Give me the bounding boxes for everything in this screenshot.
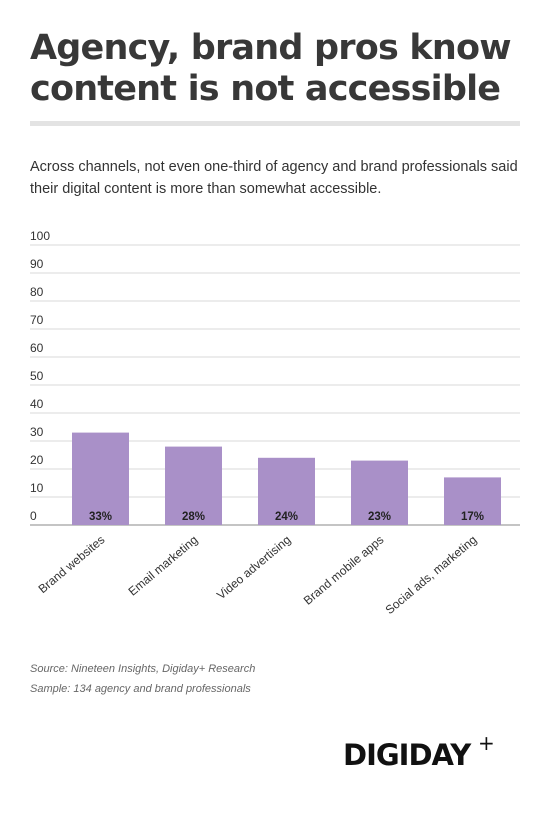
bar-data-label: 23% <box>368 511 391 523</box>
bar-chart: 0 10 20 30 40 50 60 70 80 90 100 33% Brand websites 2… <box>30 229 520 617</box>
y-tick-label: 30 <box>30 425 44 439</box>
chart-subtitle: Across channels, not even one-third of a… <box>30 159 518 197</box>
y-tick-label: 70 <box>30 313 44 327</box>
bar <box>258 457 315 525</box>
bar-data-label: 24% <box>275 511 298 523</box>
chart-title: Agency, brand pros know content is not a… <box>30 28 512 109</box>
title-divider <box>30 121 520 126</box>
sample-note: Sample: 134 agency and brand professiona… <box>30 683 251 695</box>
y-tick-label: 50 <box>30 369 44 383</box>
bar-data-label: 17% <box>461 511 484 523</box>
y-tick-label: 100 <box>30 229 50 243</box>
x-tick-label: Social ads, marketing <box>383 533 480 617</box>
x-tick-label: Brand websites <box>36 533 108 596</box>
x-tick-label: Video advertising <box>214 533 293 603</box>
bar <box>165 446 222 525</box>
y-tick-label: 0 <box>30 509 37 523</box>
bar <box>444 477 501 525</box>
y-tick-label: 80 <box>30 285 44 299</box>
x-tick-label: Brand mobile apps <box>301 533 387 608</box>
y-tick-label: 60 <box>30 341 44 355</box>
y-tick-label: 10 <box>30 481 44 495</box>
bar-data-label: 33% <box>89 511 112 523</box>
bar-data-label: 28% <box>182 511 205 523</box>
bar <box>351 460 408 525</box>
source-note: Source: Nineteen Insights, Digiday+ Rese… <box>30 663 256 675</box>
digiday-plus-mark: + <box>478 731 495 755</box>
y-tick-label: 90 <box>30 257 44 271</box>
x-tick-label: Email marketing <box>126 533 201 599</box>
digiday-logo: DIGIDAY <box>343 738 471 772</box>
y-tick-label: 20 <box>30 453 44 467</box>
y-tick-label: 40 <box>30 397 44 411</box>
bar <box>72 432 129 525</box>
